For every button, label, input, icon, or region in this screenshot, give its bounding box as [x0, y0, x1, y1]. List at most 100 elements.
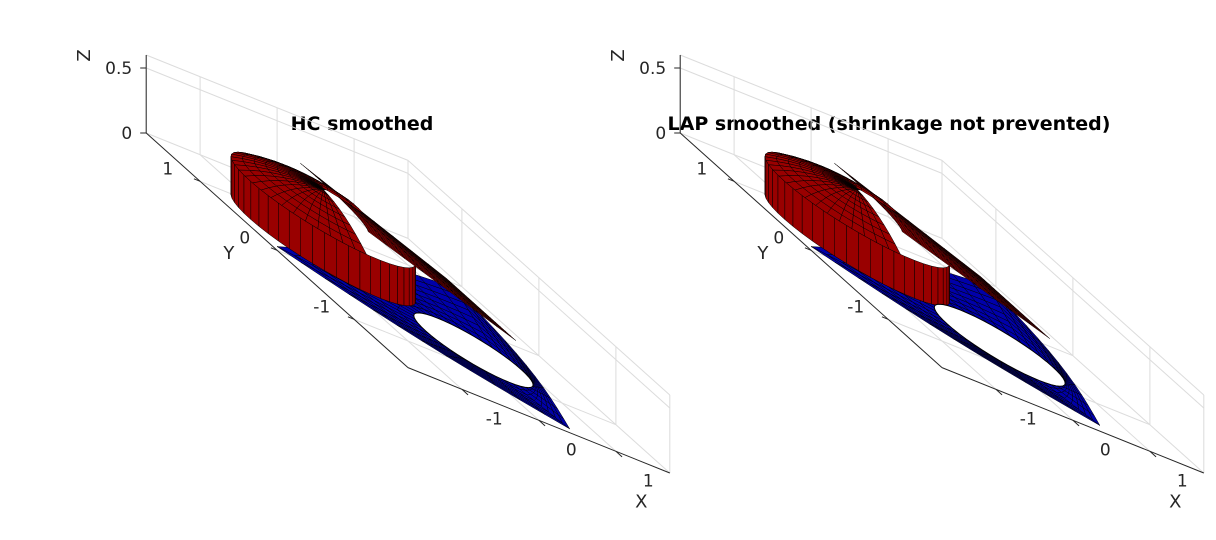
top-surface-wall-patch [822, 210, 835, 257]
y-tick [270, 247, 278, 251]
y-tick-label: 1 [162, 159, 173, 179]
y-tick [881, 316, 889, 320]
x-tick [538, 419, 546, 427]
top-surface-wall-patch [408, 267, 414, 307]
top-surface-wall-patch [243, 174, 252, 221]
x-tick-label: -1 [1020, 409, 1037, 429]
top-surface-wall-patch [942, 267, 948, 307]
top-surface-cap-patch [350, 238, 368, 255]
top-surface-slope-patch [428, 263, 452, 284]
chart-panel-2: LAP smoothed (shrinkage not prevented) -1… [608, 49, 1205, 513]
x-tick-label: 1 [643, 471, 654, 491]
y-tick-label: -1 [847, 297, 864, 317]
top-surface-wall-patch [812, 202, 824, 250]
y-tick-label: -1 [313, 297, 330, 317]
chart-title: HC smoothed [291, 113, 434, 135]
top-surface-cap-patch [884, 238, 902, 255]
y-tick [727, 178, 735, 182]
top-surface-wall-patch [348, 245, 361, 290]
top-surface-wall-patch [380, 260, 390, 303]
z-axis-label: Z [608, 49, 629, 61]
top-surface-wall-patch [777, 174, 786, 221]
y-tick [193, 178, 201, 182]
box-edge [941, 160, 1205, 396]
top-surface-wall-patch [312, 225, 325, 272]
box-edge [407, 160, 671, 396]
y-tick-label: 0 [239, 228, 250, 248]
top-surface [230, 151, 516, 341]
surface-hole [933, 303, 1066, 387]
top-surface-wall-patch [336, 239, 349, 285]
y-axis-label: Y [756, 243, 769, 264]
x-axis-label: X [1169, 492, 1181, 513]
bottom-surface [276, 246, 570, 430]
top-surface-wall-patch [882, 245, 895, 290]
box-edge [680, 54, 943, 161]
top-surface-wall-patch [300, 217, 313, 265]
top-surface-wall-patch [414, 263, 416, 304]
x-tick [461, 388, 469, 396]
top-surface-wall-patch [792, 187, 803, 235]
surface-hole [413, 312, 534, 389]
z-axis-label: Z [74, 49, 95, 61]
grid-line-wall-z2 [941, 173, 1205, 409]
x-axis-label: X [635, 492, 647, 513]
top-surface-wall-patch [870, 239, 883, 285]
top-surface-wall-patch [914, 260, 924, 303]
top-surface-wall-patch [923, 263, 932, 305]
top-surface-wall-patch [389, 263, 398, 305]
bottom-surface [810, 246, 1101, 426]
y-tick [347, 316, 355, 320]
top-surface-cap-patch [871, 194, 887, 207]
grid-line-wall-z2 [407, 238, 671, 474]
top-surface-wall-patch [231, 159, 235, 204]
top-surface-wall-patch [858, 232, 872, 278]
top-surface-wall-patch [772, 168, 779, 214]
x-tick [1149, 450, 1157, 458]
top-surface-wall-patch [946, 265, 950, 306]
top-surface-wall-patch [948, 263, 950, 304]
x-tick [995, 388, 1003, 396]
grid-line-wall-z [680, 67, 943, 174]
top-surface-wall-patch [403, 267, 410, 307]
chart-title: LAP smoothed (shrinkage not prevented) [668, 113, 1111, 135]
top-surface-wall-patch [931, 265, 939, 306]
top-surface-wall-patch [370, 255, 381, 299]
top-surface-wall-patch [234, 163, 239, 209]
top-surface-wall-patch [359, 250, 371, 295]
grid-line-wall-z2 [941, 238, 1205, 474]
x-tick-label: 0 [566, 440, 577, 460]
top-surface-wall-patch [267, 195, 279, 242]
top-surface-wall-patch [784, 180, 794, 227]
top-surface-wall-patch [250, 180, 260, 227]
x-tick-label: -1 [486, 409, 503, 429]
top-surface-wall-patch [412, 265, 416, 306]
top-surface-wall-patch [765, 159, 769, 204]
x-tick-label: 0 [1100, 440, 1111, 460]
top-surface-wall-patch [278, 202, 290, 250]
top-surface-wall-patch [768, 163, 773, 209]
top-surface-cap-patch [337, 194, 353, 207]
z-tick-label: 0 [655, 124, 666, 144]
top-surface-wall-patch [258, 187, 269, 235]
box-edge [146, 54, 409, 161]
top-surface-wall-patch [801, 195, 813, 242]
x-tick [615, 450, 623, 458]
top-surface-wall-patch [904, 255, 915, 299]
top-surface-wall-patch [397, 265, 405, 306]
top-surface-wall-patch [288, 210, 301, 257]
z-tick-label: 0.5 [639, 59, 666, 79]
y-tick-label: 0 [773, 228, 784, 248]
top-surface-wall-patch [893, 250, 905, 295]
x-tick [1072, 419, 1080, 427]
top-surface [764, 151, 1050, 339]
x-tick-label: 1 [1177, 471, 1188, 491]
top-surface-wall-patch [937, 267, 944, 307]
chart-panel-1: HC smoothed -1 0 1 -1 0 1 0 0.5 X Y Z [74, 49, 671, 513]
top-surface-wall-patch [834, 217, 847, 265]
y-tick [804, 247, 812, 251]
z-tick-label: 0.5 [105, 59, 132, 79]
y-axis-label: Y [222, 243, 235, 264]
